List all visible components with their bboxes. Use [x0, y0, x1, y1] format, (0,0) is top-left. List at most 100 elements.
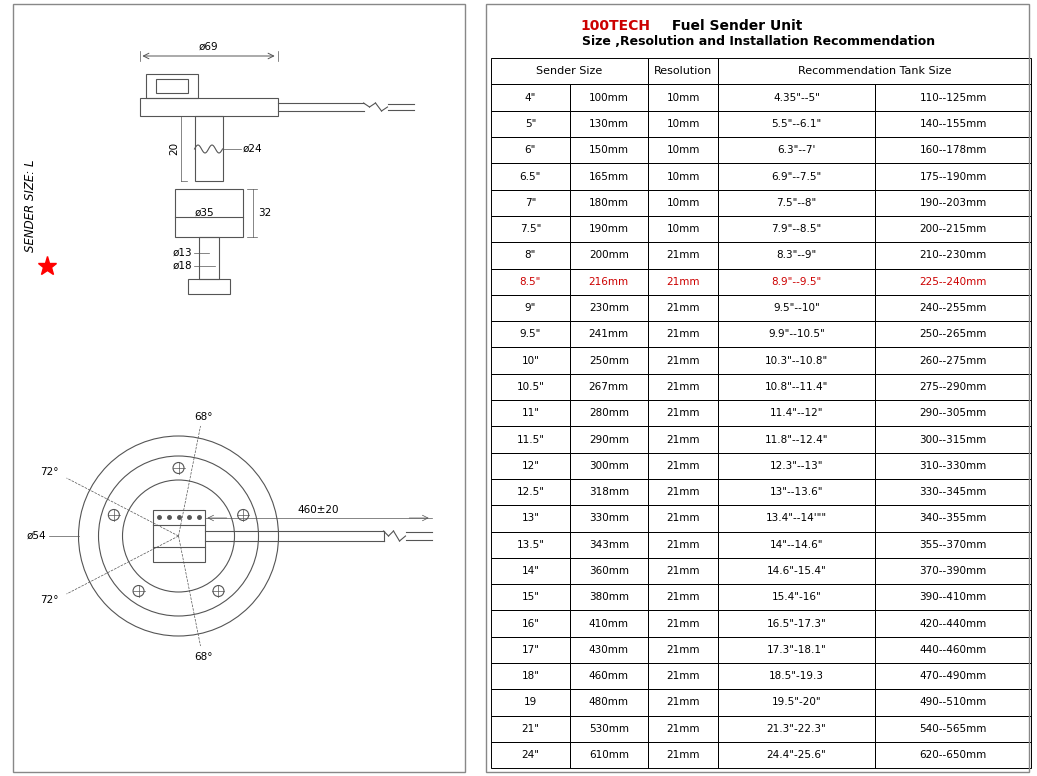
Bar [492, 400, 569, 426]
Bar [569, 689, 648, 715]
Text: 10mm: 10mm [667, 119, 700, 129]
Text: 390--410mm: 390--410mm [920, 592, 987, 602]
Bar [648, 85, 719, 111]
Text: 190mm: 190mm [589, 224, 628, 234]
Text: Resolution: Resolution [654, 67, 712, 76]
Text: 21mm: 21mm [667, 750, 700, 760]
Bar [648, 58, 719, 85]
Text: ø69: ø69 [199, 42, 219, 52]
Text: 360mm: 360mm [589, 566, 628, 576]
Text: 200--215mm: 200--215mm [920, 224, 987, 234]
Bar [648, 164, 719, 189]
Text: 15.4"-16": 15.4"-16" [772, 592, 821, 602]
Text: 21mm: 21mm [667, 514, 700, 523]
Text: 9": 9" [525, 303, 536, 313]
Bar [569, 111, 648, 137]
Text: 21mm: 21mm [667, 382, 700, 392]
Text: 5": 5" [525, 119, 536, 129]
Bar [648, 584, 719, 611]
Text: 343mm: 343mm [589, 540, 628, 549]
Bar [145, 74, 197, 98]
Text: 7.5": 7.5" [520, 224, 541, 234]
Bar [569, 558, 648, 584]
Bar [492, 189, 569, 216]
Text: 10.8"--11.4": 10.8"--11.4" [764, 382, 829, 392]
Bar [875, 216, 1032, 242]
Bar [569, 400, 648, 426]
Text: 100mm: 100mm [589, 92, 628, 102]
Bar [719, 216, 875, 242]
Bar [648, 400, 719, 426]
Bar [569, 715, 648, 742]
Text: 8": 8" [525, 251, 536, 261]
Bar [648, 637, 719, 663]
Bar [648, 611, 719, 637]
Text: ø54: ø54 [27, 531, 47, 541]
Text: 620--650mm: 620--650mm [920, 750, 987, 760]
Bar [648, 426, 719, 452]
Text: 21mm: 21mm [667, 408, 700, 418]
Text: 13.4"--14'"": 13.4"--14'"" [766, 514, 828, 523]
Bar [648, 452, 719, 479]
Text: 9.5"--10": 9.5"--10" [774, 303, 820, 313]
Bar [875, 505, 1032, 532]
Text: 18": 18" [522, 671, 539, 681]
Bar [569, 584, 648, 611]
Text: 210--230mm: 210--230mm [920, 251, 987, 261]
Bar [648, 295, 719, 321]
Bar [719, 637, 875, 663]
Bar [152, 510, 204, 562]
Text: 540--565mm: 540--565mm [920, 724, 987, 734]
Text: ø18: ø18 [173, 261, 193, 271]
Bar [719, 479, 875, 505]
Bar [719, 189, 875, 216]
Text: 21mm: 21mm [667, 645, 700, 655]
Bar [875, 452, 1032, 479]
Text: 20: 20 [169, 142, 179, 155]
Text: 225--240mm: 225--240mm [920, 277, 987, 286]
Text: 21": 21" [522, 724, 539, 734]
Bar [875, 348, 1032, 374]
Text: 12.3"--13": 12.3"--13" [769, 461, 823, 471]
Bar [875, 715, 1032, 742]
Bar [648, 268, 719, 295]
Bar [492, 505, 569, 532]
Text: 430mm: 430mm [589, 645, 628, 655]
Text: 490--510mm: 490--510mm [920, 698, 987, 708]
Bar [875, 111, 1032, 137]
Text: 380mm: 380mm [589, 592, 628, 602]
Text: 21mm: 21mm [667, 303, 700, 313]
Text: 10mm: 10mm [667, 92, 700, 102]
Bar [188, 279, 229, 294]
Text: 7.9"--8.5": 7.9"--8.5" [772, 224, 821, 234]
Bar [569, 321, 648, 348]
Bar [875, 374, 1032, 400]
Bar [569, 295, 648, 321]
Bar [569, 637, 648, 663]
Bar [492, 111, 569, 137]
Text: 470--490mm: 470--490mm [920, 671, 987, 681]
Bar [875, 558, 1032, 584]
Bar [719, 268, 875, 295]
Bar [648, 111, 719, 137]
Text: 11": 11" [522, 408, 539, 418]
Bar [648, 532, 719, 558]
Bar [492, 663, 569, 689]
Bar [648, 558, 719, 584]
Text: 180mm: 180mm [589, 198, 628, 208]
Bar [719, 742, 875, 768]
Bar [569, 242, 648, 268]
Bar [648, 374, 719, 400]
Text: 460±20: 460±20 [298, 505, 339, 515]
Bar [569, 374, 648, 400]
Text: ø35: ø35 [195, 208, 215, 218]
Bar [492, 611, 569, 637]
Text: 16": 16" [522, 618, 539, 629]
Bar [492, 426, 569, 452]
Bar [875, 663, 1032, 689]
Text: 21.3"-22.3": 21.3"-22.3" [766, 724, 826, 734]
Bar [492, 479, 569, 505]
Text: 240--255mm: 240--255mm [920, 303, 987, 313]
Text: 420--440mm: 420--440mm [920, 618, 987, 629]
Bar [648, 348, 719, 374]
